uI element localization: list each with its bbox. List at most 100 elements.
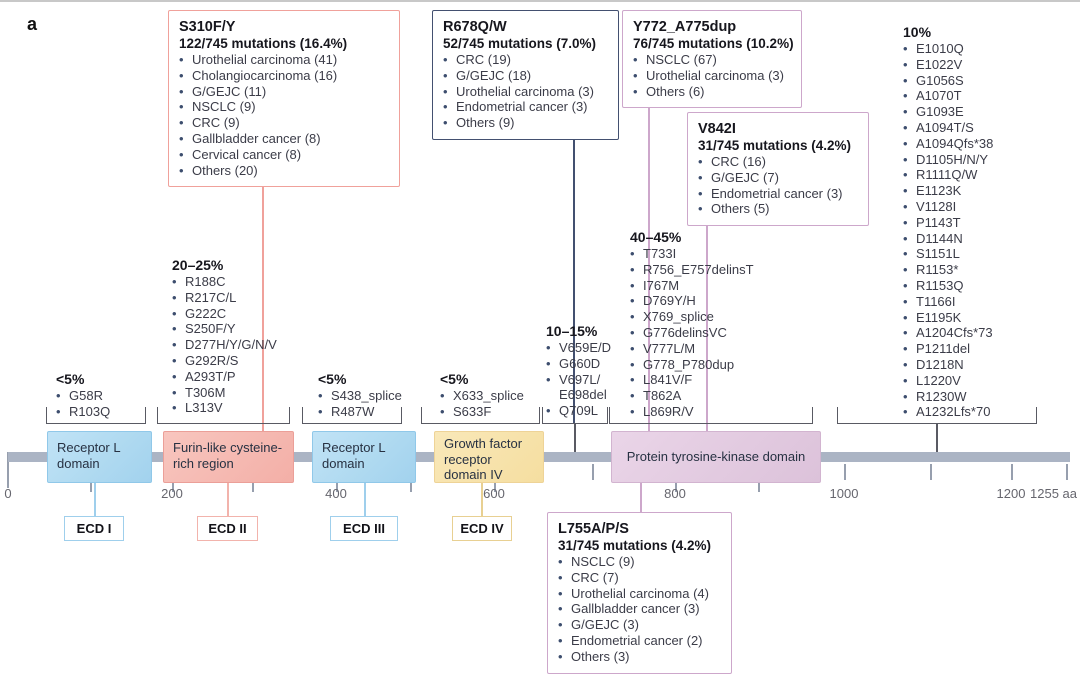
mutation-item: V1128I	[903, 199, 993, 215]
mutation-item: Urothelial carcinoma (3)	[633, 68, 791, 84]
annotation-item-list: Urothelial carcinoma (41)Cholangiocarcin…	[179, 52, 389, 178]
mutation-item: X633_splice	[440, 388, 524, 404]
mutation-item: Others (9)	[443, 115, 608, 131]
annotation-subtitle: 31/745 mutations (4.2%)	[558, 538, 712, 553]
axis-tick-400	[336, 483, 338, 492]
annotation-subtitle: 31/745 mutations (4.2%)	[698, 138, 852, 153]
mutation-item: S1151L	[903, 246, 993, 262]
mutation-item: R1153Q	[903, 278, 993, 294]
domain-tyrosine-kinase: Protein tyrosine-kinase domain	[611, 431, 821, 483]
annotation-item-list: CRC (16)G/GEJC (7)Endometrial cancer (3)…	[698, 154, 858, 217]
mutation-item: X769_splice	[630, 309, 754, 325]
mutation-item: Endometrial cancer (3)	[698, 186, 858, 202]
annotation-item-list: CRC (19)G/GEJC (18)Urothelial carcinoma …	[443, 52, 608, 131]
axis-tick-1000	[844, 464, 846, 480]
annotation-subtitle: 122/745 mutations (16.4%)	[179, 36, 348, 51]
mutation-item: G58R	[56, 388, 110, 404]
mutation-item: E1010Q	[903, 41, 993, 57]
mutation-item: D1218N	[903, 357, 993, 373]
mutation-item: Urothelial carcinoma (41)	[179, 52, 389, 68]
axis-label-800: 800	[664, 486, 686, 501]
mutation-item: T1166I	[903, 294, 993, 310]
axis-tick-500	[410, 483, 412, 492]
mutation-item: A293T/P	[172, 369, 277, 385]
axis-tick-700	[592, 464, 594, 480]
mutation-item: D769Y/H	[630, 293, 754, 309]
mutation-item: S633F	[440, 404, 524, 420]
mutation-item: Gallbladder cancer (3)	[558, 601, 721, 617]
axis-label-200: 200	[161, 486, 183, 501]
ecd2-connector-line	[227, 483, 229, 516]
panel-letter: a	[27, 14, 38, 34]
axis-label-600: 600	[483, 486, 505, 501]
mutation-item: T306M	[172, 385, 277, 401]
span-bracket-cterminal	[837, 407, 1037, 424]
annotation-title: R678Q/W	[443, 19, 507, 35]
ecd4-connector-line	[481, 483, 483, 516]
mutation-item: Urothelial carcinoma (4)	[558, 586, 721, 602]
mutation-item: Urothelial carcinoma (3)	[443, 84, 608, 100]
annotation-title: Y772_A775dup	[633, 19, 737, 35]
axis-tick-300	[252, 483, 254, 492]
mutation-list-juxtamembrane: 10–15% V659E/DG660DV697L/ E698delQ709L	[546, 323, 611, 419]
mutation-list-heading: <5%	[440, 371, 469, 387]
mutation-item: E1022V	[903, 57, 993, 73]
ecd2-label: ECD II	[197, 516, 258, 541]
mutation-item: Endometrial cancer (3)	[443, 99, 608, 115]
mutation-item: E1195K	[903, 310, 993, 326]
mutation-item: G778_P780dup	[630, 357, 754, 373]
mutation-list-ecd1: <5% G58RR103Q	[56, 371, 110, 420]
mutation-item: D1105H/N/Y	[903, 152, 993, 168]
axis-tick-800	[675, 483, 677, 492]
mutation-items: X633_spliceS633F	[440, 388, 524, 420]
ecd3-connector-line	[364, 483, 366, 516]
ecd4-label: ECD IV	[452, 516, 512, 541]
mutation-item: V777L/M	[630, 341, 754, 357]
axis-tick-1100	[930, 464, 932, 480]
mutation-list-heading: 40–45%	[630, 229, 682, 245]
mutation-item: T733I	[630, 246, 754, 262]
domain-receptor-l-2: Receptor L domain	[312, 431, 416, 483]
mutation-list-heading: <5%	[56, 371, 85, 387]
domain-receptor-l-1: Receptor L domain	[47, 431, 152, 483]
axis-tick-600	[494, 483, 496, 492]
mutation-item: T862A	[630, 388, 754, 404]
mutation-item: V659E/D	[546, 340, 611, 356]
annotation-item-list: NSCLC (9)CRC (7)Urothelial carcinoma (4)…	[558, 554, 721, 665]
mutation-item: D277H/Y/G/N/V	[172, 337, 277, 353]
mutation-item: R188C	[172, 274, 277, 290]
mutation-item: CRC (9)	[179, 115, 389, 131]
mutation-item: Others (20)	[179, 163, 389, 179]
ecd1-connector-line	[94, 483, 96, 516]
span-bracket-ecd1	[46, 407, 146, 424]
domain-growth-factor-iv: Growth factor receptor domain IV	[434, 431, 544, 483]
axis-tick-100	[90, 483, 92, 492]
axis-label-400: 400	[325, 486, 347, 501]
ecd3-label: ECD III	[330, 516, 398, 541]
mutation-item: R1153*	[903, 262, 993, 278]
mutation-item: L841V/F	[630, 372, 754, 388]
mutation-item: Others (6)	[633, 84, 791, 100]
mutation-list-heading: 10%	[903, 24, 932, 40]
axis-label-1200: 1200	[996, 486, 1026, 501]
annotation-box-s310: S310F/Y 122/745 mutations (16.4%) Urothe…	[168, 10, 400, 188]
mutation-item: V697L/ E698del	[546, 372, 611, 404]
mutation-item: R217C/L	[172, 290, 277, 306]
mutation-item: A1094T/S	[903, 120, 993, 136]
connector-line-r678	[573, 140, 575, 424]
annotation-box-v842: V842I 31/745 mutations (4.2%) CRC (16)G/…	[687, 112, 869, 227]
domain-furin-like: Furin-like cysteine-rich region	[163, 431, 294, 483]
mutation-item: Others (3)	[558, 649, 721, 665]
mutation-item: A1094Qfs*38	[903, 136, 993, 152]
mutation-items: V659E/DG660DV697L/ E698delQ709L	[546, 340, 611, 419]
axis-label-1000: 1000	[829, 486, 859, 501]
mutation-item: S438_splice	[318, 388, 402, 404]
span-bracket-ecd4	[421, 407, 540, 424]
mutation-item: R756_E757delinsT	[630, 262, 754, 278]
annotation-box-y772: Y772_A775dup 76/745 mutations (10.2%) NS…	[622, 10, 802, 109]
mutation-item: G660D	[546, 356, 611, 372]
mutation-list-heading: 20–25%	[172, 257, 224, 273]
mutation-item: NSCLC (9)	[179, 99, 389, 115]
mutation-item: A1204Cfs*73	[903, 325, 993, 341]
axis-tick-900	[758, 483, 760, 492]
